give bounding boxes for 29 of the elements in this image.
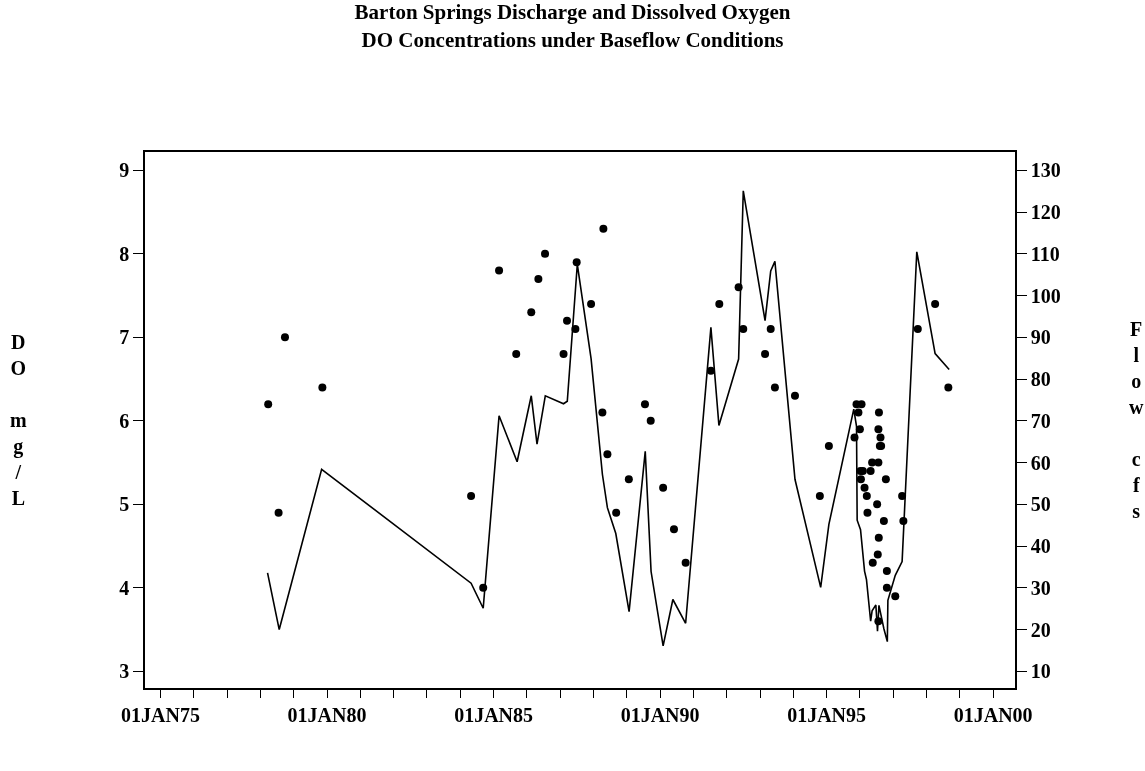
y2-tick-label: 110 [1030, 242, 1060, 265]
text: DO mg/L [10, 331, 27, 509]
y2-tick-label: 130 [1030, 159, 1061, 182]
y2-tick-label: 90 [1030, 326, 1051, 349]
x-tick-label: 01JAN85 [454, 703, 534, 726]
y2-tick-label: 60 [1030, 451, 1051, 474]
y2-tick-label: 80 [1030, 368, 1051, 391]
y-tick-label: 6 [119, 409, 130, 432]
y2-tick-label: 70 [1030, 409, 1051, 432]
y2-tick-label: 40 [1030, 535, 1051, 558]
y2-tick-label: 10 [1030, 660, 1051, 683]
x-tick-label: 01JAN80 [287, 703, 367, 726]
y2-tick-label: 100 [1030, 284, 1061, 307]
y2-tick-label: 50 [1030, 493, 1051, 516]
y-tick-label: 7 [119, 326, 130, 349]
y-tick-label: 5 [119, 493, 130, 516]
y-tick-label: 8 [119, 242, 130, 265]
y2-tick-label: 120 [1030, 201, 1061, 224]
y2-tick-label: 30 [1030, 576, 1051, 599]
y-tick-label: 4 [119, 576, 130, 599]
y2-tick-label: 20 [1030, 618, 1051, 641]
x-tick-label: 01JAN00 [953, 703, 1033, 726]
text: Flow cfs [1129, 318, 1144, 522]
y-tick-label: 9 [119, 159, 130, 182]
chart-title: Barton Springs Discharge and Dissolved Oxygen DO Concentrations under Baseflow Conditions [354, 0, 791, 52]
x-tick-label: 01JAN95 [787, 703, 867, 726]
x-tick-label: 01JAN75 [121, 703, 200, 726]
y-tick-label: 3 [119, 660, 130, 683]
x-tick-label: 01JAN90 [620, 703, 700, 726]
